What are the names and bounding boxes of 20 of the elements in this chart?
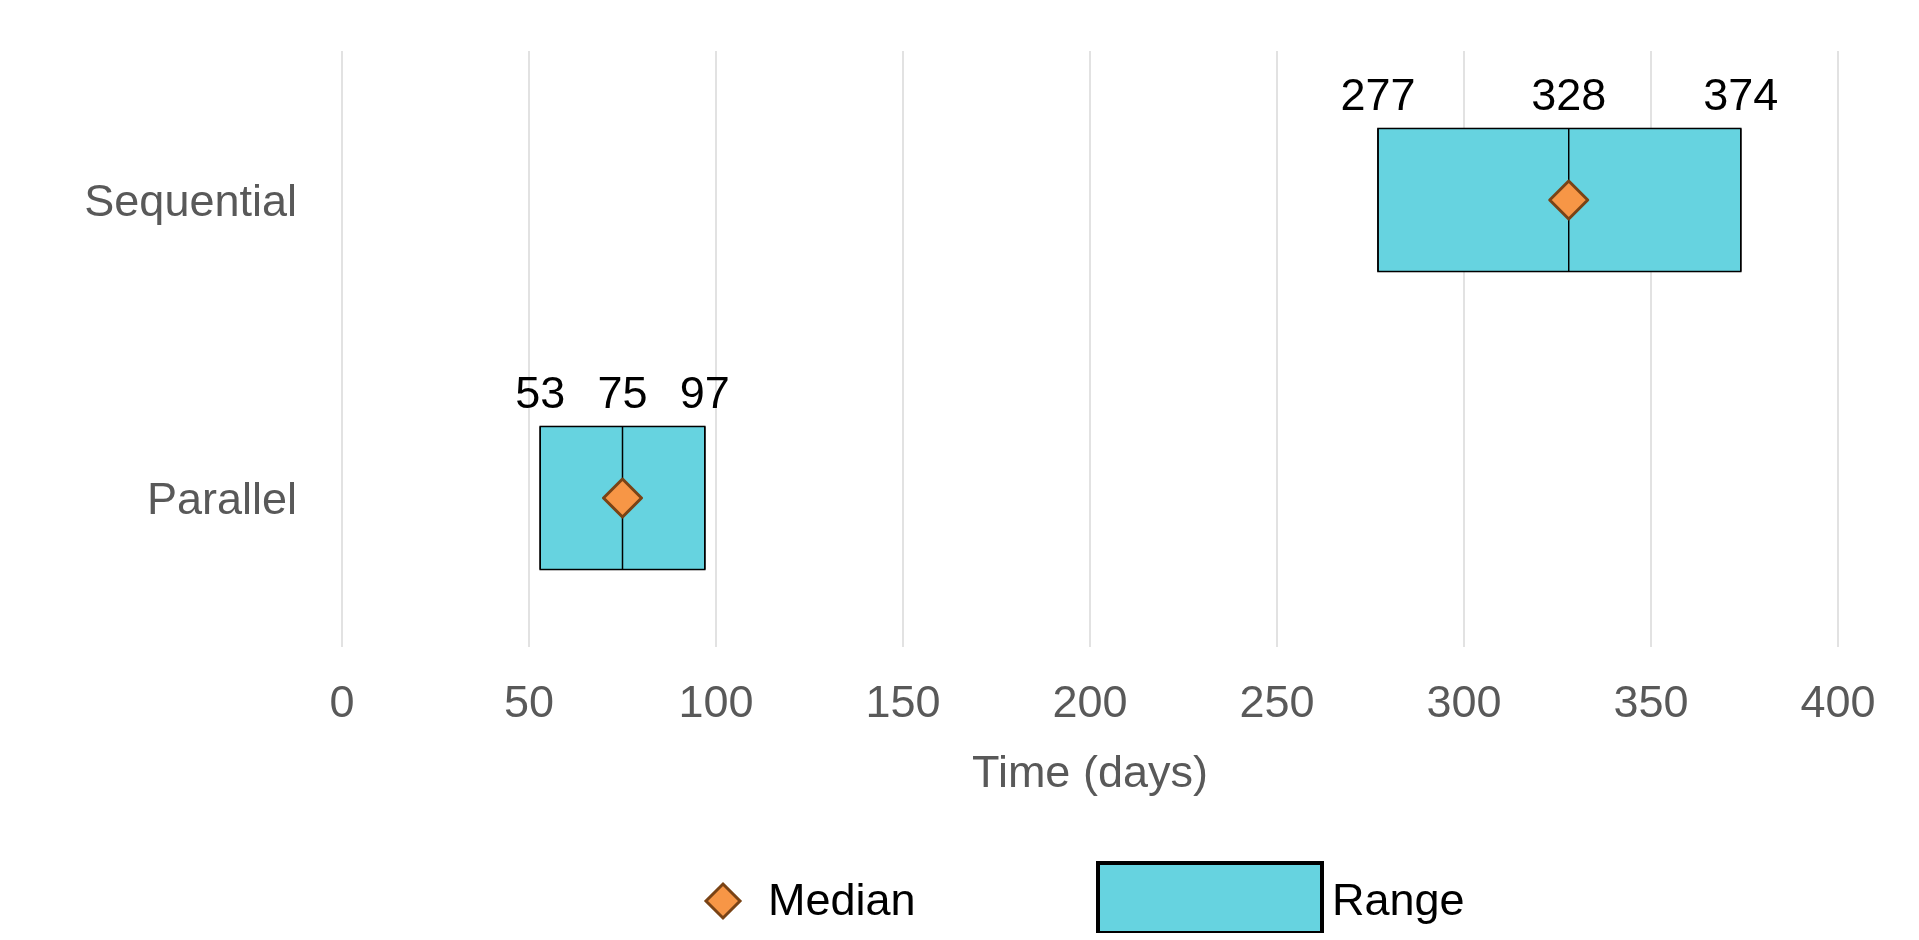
annotation: 97 bbox=[679, 367, 730, 419]
annotation: 328 bbox=[1531, 69, 1607, 121]
annotation: 277 bbox=[1340, 69, 1416, 121]
x-tick-label: 50 bbox=[503, 676, 555, 727]
annotation: 53 bbox=[515, 367, 566, 419]
legend-label: Range bbox=[1332, 874, 1465, 925]
x-tick-label: 350 bbox=[1613, 676, 1689, 727]
x-tick-label: 200 bbox=[1052, 676, 1128, 727]
x-tick-label: 100 bbox=[678, 676, 754, 727]
y-tick-label: Parallel bbox=[146, 472, 297, 524]
x-tick-label: 400 bbox=[1800, 676, 1876, 727]
x-tick-label: 150 bbox=[865, 676, 941, 727]
legend-label: Median bbox=[768, 874, 916, 925]
annotation: 75 bbox=[597, 367, 648, 419]
x-tick-label: 0 bbox=[329, 676, 355, 727]
y-tick-label: Sequential bbox=[84, 174, 297, 226]
annotation: 374 bbox=[1703, 69, 1779, 121]
x-axis-title: Time (days) bbox=[972, 746, 1208, 797]
x-tick-label: 300 bbox=[1426, 676, 1502, 727]
x-tick-label: 250 bbox=[1239, 676, 1315, 727]
